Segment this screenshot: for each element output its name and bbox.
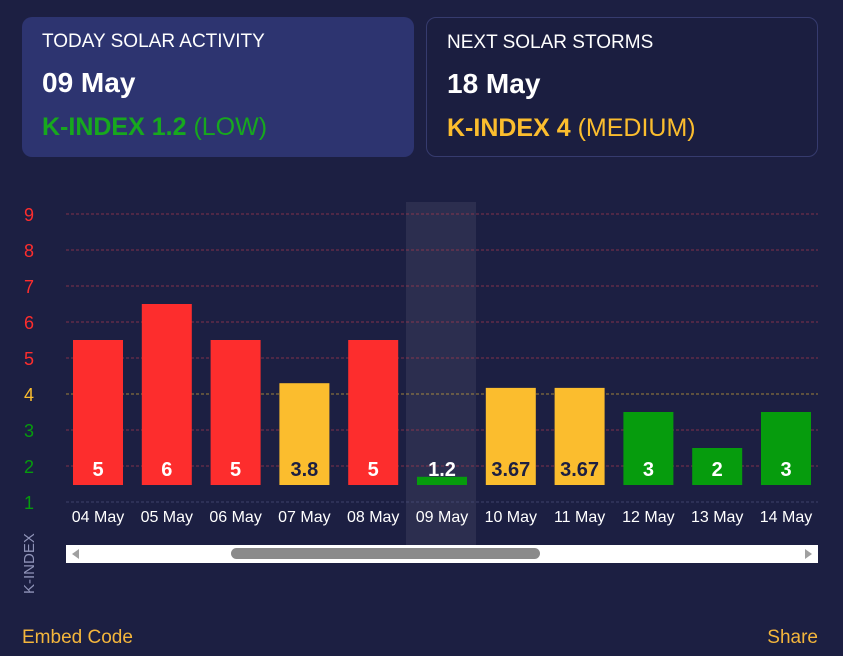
today-kindex: K-INDEX 1.2 (LOW) <box>42 113 394 142</box>
x-tick-label: 06 May <box>209 509 261 526</box>
bar-value-label: 6 <box>161 459 172 481</box>
bar[interactable] <box>623 412 674 485</box>
scroll-left-arrow-icon[interactable] <box>72 549 79 559</box>
bar-value-label: 1.2 <box>428 459 456 481</box>
x-tick-label: 10 May <box>485 509 537 526</box>
bar-value-label: 3.67 <box>560 459 599 481</box>
share-link[interactable]: Share <box>767 627 818 648</box>
y-tick-label: 8 <box>24 241 34 261</box>
x-tick-label: 11 May <box>554 509 605 526</box>
x-tick-label: 13 May <box>691 509 743 526</box>
bar[interactable] <box>348 340 399 485</box>
bar[interactable] <box>210 340 261 485</box>
x-axis-ticks: 04 May 05 May 06 May 07 May 08 May 09 May 10 M… <box>72 509 812 526</box>
x-tick-label: 04 May <box>72 509 124 526</box>
y-tick-label: 5 <box>24 349 34 369</box>
y-tick-label: 1 <box>24 493 34 513</box>
horizontal-scrollbar[interactable] <box>66 545 818 563</box>
bar-value-label: 2 <box>712 459 723 481</box>
bar[interactable] <box>141 304 192 485</box>
today-kindex-value: K-INDEX 1.2 <box>42 113 187 141</box>
chart-bars: 5 6 5 3.8 5 1.2 3.67 3.67 3 2 3 <box>73 304 811 485</box>
x-tick-label: 14 May <box>760 509 812 526</box>
bar[interactable] <box>279 383 330 485</box>
next-storms-card: NEXT SOLAR STORMS 18 May K-INDEX 4 (MEDI… <box>426 17 818 157</box>
bar-value-label: 3 <box>780 459 791 481</box>
bar[interactable] <box>485 387 536 485</box>
bar-value-label: 5 <box>230 459 241 481</box>
bar[interactable] <box>692 448 743 485</box>
y-axis-label: K-INDEX <box>21 533 38 594</box>
y-tick-label: 4 <box>24 385 34 405</box>
y-tick-label: 7 <box>24 277 34 297</box>
bar-value-label: 5 <box>368 459 379 481</box>
y-tick-label: 3 <box>24 421 34 441</box>
bar-value-label: 3.8 <box>290 459 318 481</box>
scrollbar-thumb[interactable] <box>231 548 540 559</box>
today-kindex-level: (LOW) <box>193 113 268 141</box>
next-kindex-value: K-INDEX 4 <box>447 114 571 142</box>
next-storm-date: 18 May <box>447 68 541 99</box>
x-tick-label: 05 May <box>141 509 193 526</box>
next-kindex: K-INDEX 4 (MEDIUM) <box>447 114 797 143</box>
embed-code-link[interactable]: Embed Code <box>22 627 133 648</box>
x-tick-label: 12 May <box>622 509 674 526</box>
y-tick-label: 9 <box>24 205 34 225</box>
next-card-label: NEXT SOLAR STORMS <box>447 32 654 53</box>
x-tick-label: 07 May <box>278 509 330 526</box>
bar[interactable] <box>761 412 811 485</box>
bar[interactable] <box>73 340 123 485</box>
today-card-label: TODAY SOLAR ACTIVITY <box>42 31 265 52</box>
bar-value-label: 3 <box>643 459 654 481</box>
y-tick-label: 2 <box>24 457 34 477</box>
bar-value-label: 3.67 <box>491 459 530 481</box>
today-activity-card: TODAY SOLAR ACTIVITY 09 May K-INDEX 1.2 … <box>22 17 414 157</box>
y-tick-label: 6 <box>24 313 34 333</box>
x-tick-label: 08 May <box>347 509 399 526</box>
scroll-right-arrow-icon[interactable] <box>805 549 812 559</box>
x-tick-label: 09 May <box>416 509 468 526</box>
kindex-bar-chart: 1 2 3 4 5 6 7 8 9 5 6 5 3.8 5 1.2 3.67 3.67 3 2 3 04 May 05… <box>21 202 818 594</box>
bar-value-label: 5 <box>92 459 103 481</box>
selected-day-highlight <box>406 202 476 545</box>
y-axis-ticks: 1 2 3 4 5 6 7 8 9 <box>24 205 34 513</box>
next-kindex-level: (MEDIUM) <box>577 114 696 142</box>
bar[interactable] <box>417 476 467 485</box>
bar[interactable] <box>554 387 605 485</box>
today-date: 09 May <box>42 67 136 98</box>
